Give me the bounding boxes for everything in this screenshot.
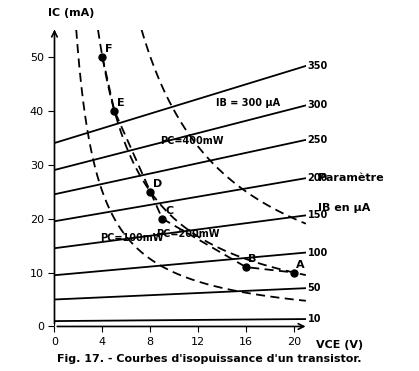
Text: E: E bbox=[117, 98, 125, 108]
Text: IB en μA: IB en μA bbox=[318, 203, 371, 213]
Text: 200: 200 bbox=[308, 173, 328, 183]
Text: 10: 10 bbox=[308, 314, 321, 324]
Text: PC=200mW: PC=200mW bbox=[156, 229, 220, 239]
Text: PC=100mW: PC=100mW bbox=[100, 233, 163, 243]
Text: Fig. 17. - Courbes d'isopuissance d'un transistor.: Fig. 17. - Courbes d'isopuissance d'un t… bbox=[57, 354, 362, 364]
Text: IC (mA): IC (mA) bbox=[49, 8, 95, 18]
Text: VCE (V): VCE (V) bbox=[316, 340, 363, 350]
Text: IB = 300 μA: IB = 300 μA bbox=[216, 98, 280, 108]
Text: 250: 250 bbox=[308, 135, 328, 145]
Text: B: B bbox=[248, 255, 257, 265]
Text: 300: 300 bbox=[308, 101, 328, 111]
Text: 50: 50 bbox=[308, 283, 321, 293]
Text: Paramètre: Paramètre bbox=[318, 173, 384, 183]
Text: A: A bbox=[296, 260, 305, 270]
Text: 350: 350 bbox=[308, 61, 328, 71]
Text: D: D bbox=[153, 179, 163, 189]
Text: 150: 150 bbox=[308, 210, 328, 220]
Text: PC=400mW: PC=400mW bbox=[160, 136, 223, 146]
Text: 100: 100 bbox=[308, 247, 328, 257]
Text: C: C bbox=[165, 206, 173, 216]
Text: F: F bbox=[105, 44, 113, 54]
